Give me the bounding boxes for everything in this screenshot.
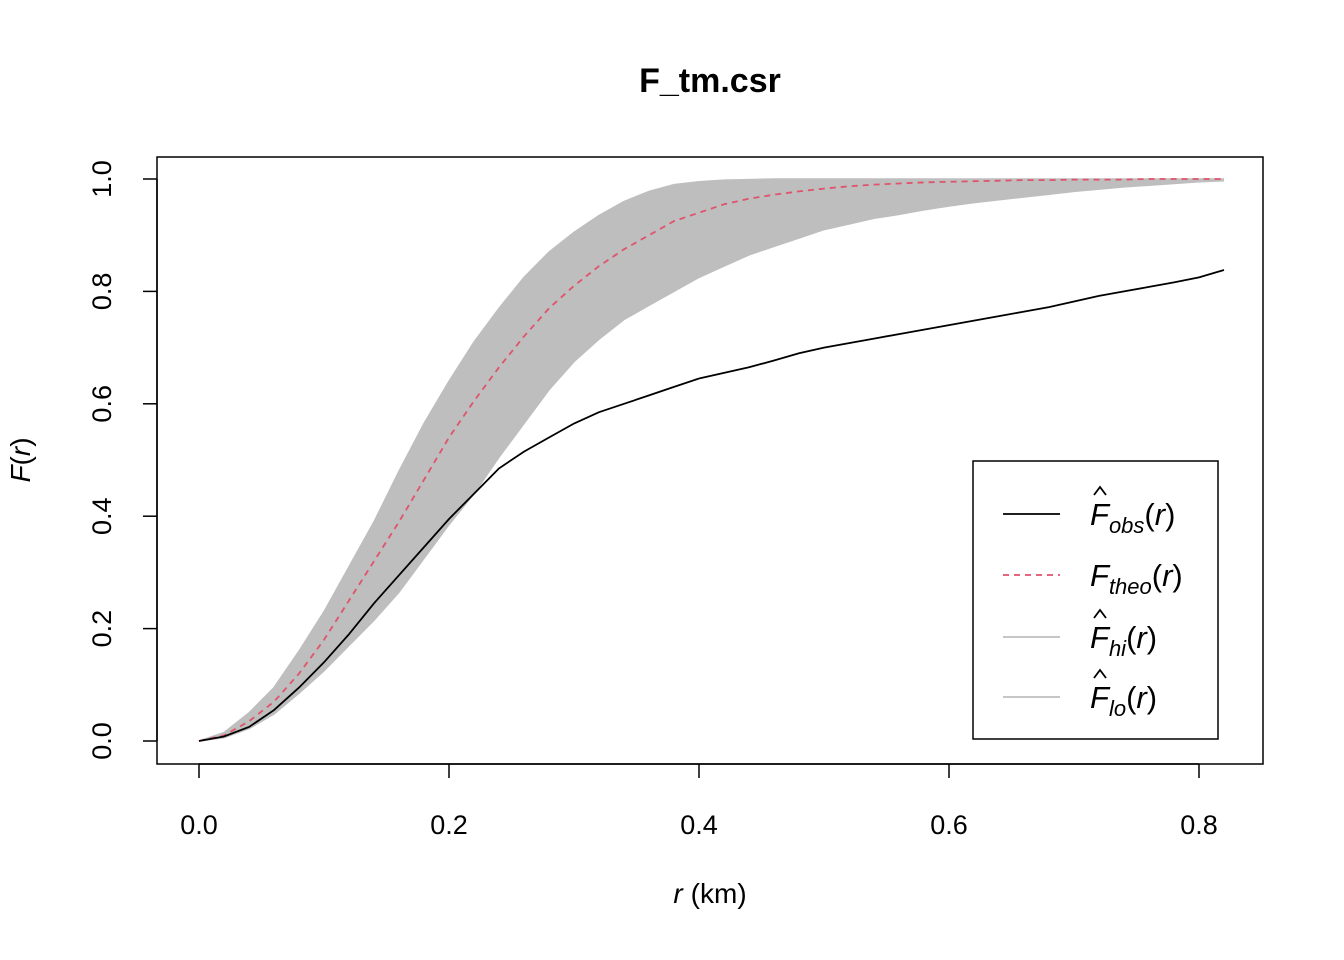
legend: Fobs(r)Ftheo(r)Fhi(r)Flo(r) (972, 460, 1219, 740)
legend-subscript: theo (1109, 574, 1152, 599)
x-axis-label-var: r (673, 878, 684, 909)
legend-hat-mark (1093, 608, 1107, 619)
series-line-lo (198, 179, 1225, 742)
legend-paren-open: ( (1126, 680, 1137, 715)
y-axis-label-arg: r (5, 445, 36, 456)
legend-paren-close: ) (1147, 620, 1157, 655)
x-tick-label: 0.8 (1180, 810, 1218, 840)
legend-box (972, 460, 1219, 740)
legend-paren-open: ( (1144, 497, 1155, 532)
series-line-hi (198, 178, 1224, 742)
x-axis-label: r (km) (673, 878, 746, 909)
y-tick-label: 0.6 (87, 385, 117, 423)
legend-symbol: F (1090, 620, 1111, 655)
series-lines-layer (198, 178, 1225, 742)
legend-subscript: hi (1109, 636, 1127, 661)
x-axis-label-unit: (km) (691, 878, 747, 909)
legend-paren-open: ( (1126, 620, 1137, 655)
legend-label-lo: Flo(r) (1090, 680, 1157, 721)
legend-arg: r (1136, 680, 1148, 715)
series-line-theo (198, 178, 1224, 742)
y-axis: 0.0 0.2 0.4 0.6 0.8 1.0 (87, 160, 158, 760)
y-tick-label: 0.4 (87, 497, 117, 535)
legend-entry-lo: Flo(r) (1090, 668, 1157, 721)
x-tick-label: 0.6 (930, 810, 968, 840)
legend-entry-obs: Fobs(r) (1090, 485, 1175, 538)
legend-arg: r (1162, 558, 1174, 593)
legend-label-theo: Ftheo(r) (1090, 558, 1183, 599)
y-axis-label-close: ) (5, 437, 36, 446)
legend-symbol: F (1090, 497, 1111, 532)
legend-arg: r (1136, 620, 1148, 655)
x-axis: 0.0 0.2 0.4 0.6 0.8 (180, 763, 1218, 840)
legend-label-hi: Fhi(r) (1090, 620, 1157, 661)
x-tick-label: 0.0 (180, 810, 218, 840)
legend-arg: r (1155, 497, 1167, 532)
y-axis-label-open: ( (5, 455, 36, 465)
legend-entry-theo: Ftheo(r) (1090, 558, 1183, 599)
legend-symbol: F (1090, 558, 1111, 593)
legend-hat-mark (1093, 485, 1107, 496)
legend-paren-close: ) (1147, 680, 1157, 715)
y-axis-label-name: F (5, 464, 36, 483)
y-tick-label: 0.2 (87, 610, 117, 648)
legend-label-obs: Fobs(r) (1090, 497, 1175, 538)
legend-paren-close: ) (1165, 497, 1175, 532)
legend-paren-open: ( (1152, 558, 1163, 593)
legend-symbol: F (1090, 680, 1111, 715)
x-tick-label: 0.4 (680, 810, 718, 840)
x-tick-label: 0.2 (430, 810, 468, 840)
y-tick-label: 1.0 (87, 160, 117, 198)
series-line-obs (198, 269, 1225, 742)
legend-subscript: obs (1109, 513, 1144, 538)
y-tick-label: 0.8 (87, 273, 117, 311)
chart-title: F_tm.csr (639, 62, 781, 100)
y-tick-label: 0.0 (87, 722, 117, 760)
legend-entry-hi: Fhi(r) (1090, 608, 1157, 661)
y-axis-label: F(r) (5, 437, 36, 482)
legend-paren-close: ) (1172, 558, 1182, 593)
legend-hat-mark (1093, 668, 1107, 679)
legend-subscript: lo (1109, 696, 1126, 721)
